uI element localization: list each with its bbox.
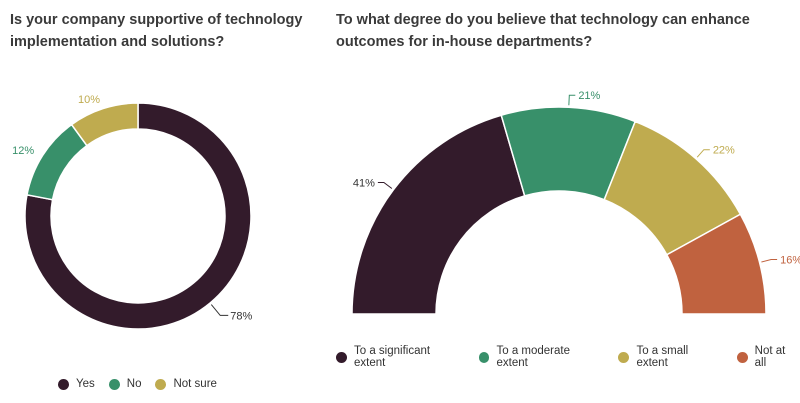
donut-legend-item-not-sure[interactable]: Not sure <box>155 378 217 390</box>
legend-swatch <box>155 378 167 390</box>
semicircle-slice-to-a-significant-extent[interactable] <box>351 114 526 315</box>
donut-chart-title: Is your company supportive of technology… <box>10 12 303 50</box>
donut-label-leader-line <box>210 304 229 316</box>
legend-label: Not sure <box>173 378 217 390</box>
donut-data-label: 78% <box>230 310 252 322</box>
donut-legend-item-no[interactable]: No <box>108 378 142 390</box>
donut-slice-no[interactable] <box>26 123 88 201</box>
legend-label: To a significant extent <box>353 345 431 369</box>
semicircle-data-label: 16% <box>780 255 800 267</box>
semicircle-legend-item-to-a-significant-extent[interactable]: To a significant extent <box>336 345 465 369</box>
semicircle-data-label: 21% <box>578 90 600 102</box>
donut-slice-yes[interactable] <box>24 102 252 330</box>
donut-chart-legend: Yes No Not sure <box>58 378 217 390</box>
legend-swatch <box>108 378 120 390</box>
donut-data-label: 12% <box>12 145 34 157</box>
donut-legend-item-yes[interactable]: Yes <box>58 378 95 390</box>
legend-label: Yes <box>76 378 95 390</box>
legend-swatch <box>618 351 630 363</box>
legend-label: To a small extent <box>636 345 689 369</box>
semicircle-label-leader-line <box>761 259 778 263</box>
semicircle-label-leader-line <box>696 149 710 158</box>
semicircle-chart-title: To what degree do you believe that techn… <box>336 12 750 50</box>
legend-swatch <box>478 351 490 363</box>
semicircle-slice-not-at-all[interactable] <box>665 213 767 315</box>
semicircle-data-label: 22% <box>713 145 735 157</box>
donut-slice-not-sure[interactable] <box>70 102 139 147</box>
semicircle-label-leader-line <box>377 182 393 189</box>
legend-label: Not at all <box>754 345 786 369</box>
semicircle-legend-item-to-a-moderate-extent[interactable]: To a moderate extent <box>478 345 605 369</box>
legend-swatch <box>336 351 347 363</box>
semicircle-legend-item-to-a-small-extent[interactable]: To a small extent <box>618 345 722 369</box>
legend-label: To a moderate extent <box>496 345 570 369</box>
semicircle-chart-legend: To a significant extent To a moderate ext… <box>336 345 800 369</box>
legend-swatch <box>736 351 748 363</box>
semicircle-label-leader-line <box>568 94 576 106</box>
semicircle-legend-item-not-at-all[interactable]: Not at all <box>736 345 800 369</box>
legend-swatch <box>58 378 69 390</box>
legend-label: No <box>126 378 142 390</box>
donut-data-label: 10% <box>78 94 100 106</box>
semicircle-data-label: 41% <box>353 178 375 190</box>
